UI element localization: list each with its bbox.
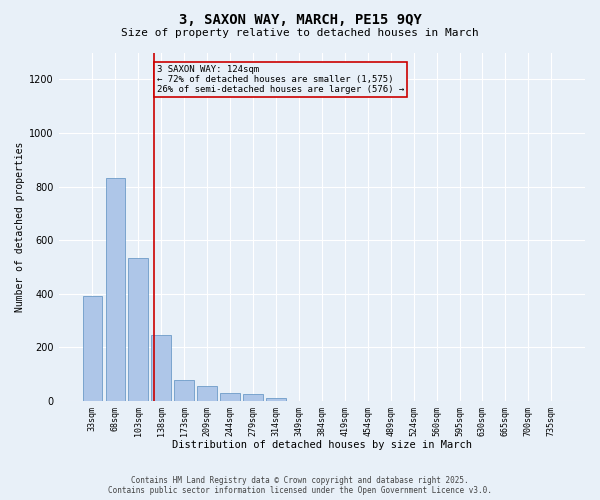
Bar	[197, 386, 217, 401]
Bar	[128, 258, 148, 401]
Text: Contains HM Land Registry data © Crown copyright and database right 2025.
Contai: Contains HM Land Registry data © Crown c…	[108, 476, 492, 495]
Bar	[151, 336, 171, 401]
Text: Size of property relative to detached houses in March: Size of property relative to detached ho…	[121, 28, 479, 38]
Bar	[266, 398, 286, 401]
X-axis label: Distribution of detached houses by size in March: Distribution of detached houses by size …	[172, 440, 472, 450]
Text: 3, SAXON WAY, MARCH, PE15 9QY: 3, SAXON WAY, MARCH, PE15 9QY	[179, 12, 421, 26]
Y-axis label: Number of detached properties: Number of detached properties	[15, 142, 25, 312]
Bar	[106, 178, 125, 401]
Bar	[243, 394, 263, 401]
Bar	[175, 380, 194, 401]
Text: 3 SAXON WAY: 124sqm
← 72% of detached houses are smaller (1,575)
26% of semi-det: 3 SAXON WAY: 124sqm ← 72% of detached ho…	[157, 64, 404, 94]
Bar	[83, 296, 102, 401]
Bar	[220, 393, 240, 401]
